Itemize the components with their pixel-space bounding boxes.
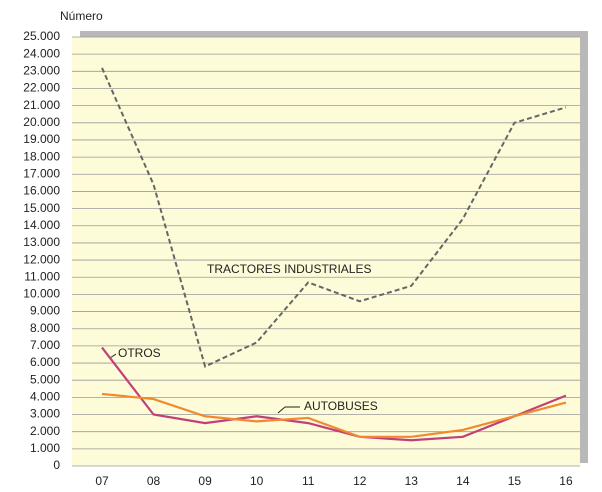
x-tick-label: 13: [405, 474, 419, 488]
y-tick-label: 19.000: [23, 132, 60, 146]
y-tick-label: 25.000: [23, 29, 60, 43]
y-tick-label: 14.000: [23, 218, 60, 232]
y-tick-label: 22.000: [23, 81, 60, 95]
x-tick-label: 14: [456, 474, 470, 488]
y-tick-label: 6.000: [30, 355, 60, 369]
y-tick-label: 12.000: [23, 252, 60, 266]
y-tick-label: 9.000: [30, 304, 60, 318]
series-label: OTROS: [118, 346, 161, 360]
leader-line: [109, 353, 117, 359]
x-tick-label: 11: [302, 474, 315, 488]
x-tick-label: 15: [508, 474, 522, 488]
y-tick-label: 1.000: [30, 441, 60, 455]
y-tick-label: 13.000: [23, 235, 60, 249]
series-line: [101, 392, 567, 438]
x-tick-label: 16: [559, 474, 573, 488]
y-tick-label: 20.000: [23, 115, 60, 129]
series-line: [101, 67, 567, 368]
y-tick-label: 16.000: [23, 184, 60, 198]
y-axis-label: Número: [60, 9, 103, 23]
series-line: [101, 346, 567, 442]
y-tick-label: 24.000: [23, 46, 60, 60]
plot-area: [72, 37, 580, 466]
y-tick-label: 2.000: [30, 424, 60, 438]
y-tick-label: 21.000: [23, 98, 60, 112]
y-tick-label: 7.000: [30, 338, 60, 352]
y-tick-label: 15.000: [23, 201, 60, 215]
y-tick-label: 11.000: [24, 269, 60, 283]
x-tick-label: 07: [95, 474, 109, 488]
y-tick-label: 3.000: [30, 407, 60, 421]
y-tick-label: 5.000: [30, 372, 60, 386]
y-tick-label: 10.000: [23, 287, 60, 301]
y-tick-label: 4.000: [30, 390, 60, 404]
y-tick-label: 18.000: [23, 149, 60, 163]
x-tick-label: 10: [250, 474, 264, 488]
y-tick-label: 0: [53, 458, 60, 472]
y-tick-label: 17.000: [23, 166, 60, 180]
series-label: TRACTORES INDUSTRIALES: [207, 262, 371, 276]
x-tick-label: 08: [147, 474, 161, 488]
series-label: AUTOBUSES: [304, 399, 378, 413]
y-tick-label: 8.000: [30, 321, 60, 335]
leader-line: [277, 406, 286, 414]
y-tick-label: 23.000: [23, 63, 60, 77]
x-tick-label: 12: [353, 474, 367, 488]
x-tick-label: 09: [198, 474, 212, 488]
